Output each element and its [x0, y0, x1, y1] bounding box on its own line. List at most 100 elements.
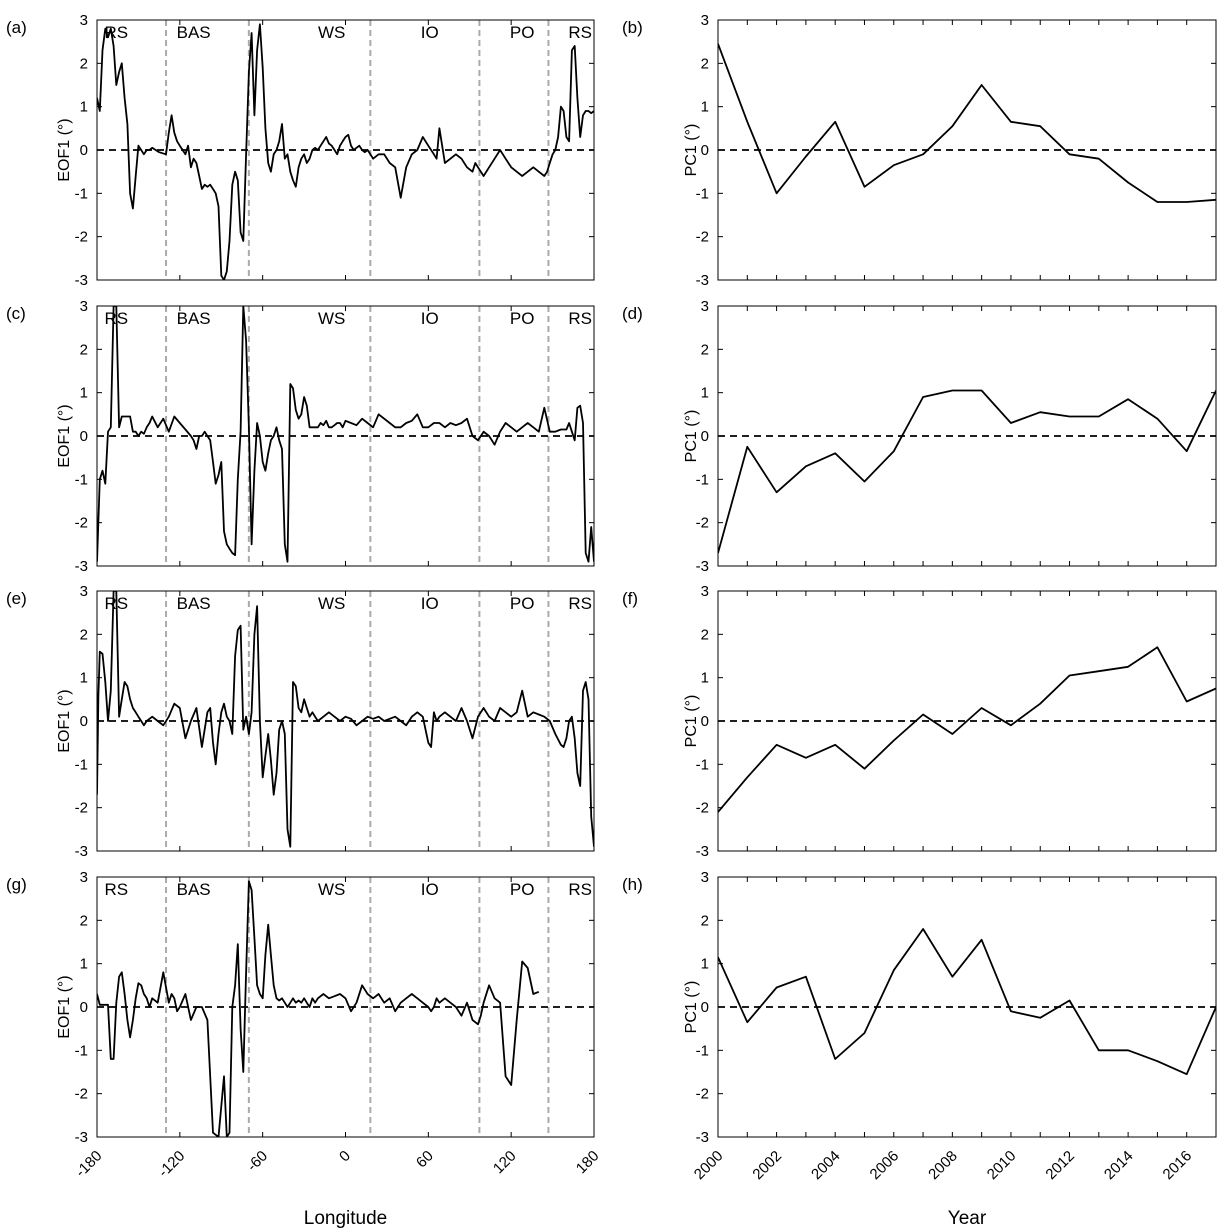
x-tick-label: 180	[573, 1147, 603, 1177]
y-tick-label: 2	[701, 912, 709, 929]
y-tick-label: -3	[696, 272, 709, 289]
y-axis-title: PC1 (°)	[683, 410, 700, 463]
series-line	[97, 306, 594, 563]
region-label: RS	[568, 594, 592, 613]
panel-e: -3 -2 -1 0 1 2 3 EOF1 (°) (e) RS BAS WS IO PO RS	[6, 583, 595, 860]
y-tick-label: 1	[80, 99, 88, 116]
x-tick-label: 0	[336, 1147, 354, 1165]
y-tick-label: -1	[75, 185, 88, 202]
y-tick-label: -3	[696, 558, 709, 575]
region-label: BAS	[177, 23, 211, 42]
x-tick-label: -60	[244, 1147, 271, 1174]
y-tick-label: -2	[75, 1086, 88, 1103]
y-tick-label: 1	[80, 956, 88, 973]
y-axis-title: PC1 (°)	[683, 695, 700, 748]
y-tick-label: 0	[701, 999, 709, 1016]
region-label: RS	[568, 880, 592, 899]
region-label: PO	[510, 309, 535, 328]
y-tick-label: 3	[701, 869, 709, 886]
series-line	[718, 646, 1216, 813]
y-tick-label: -2	[696, 1086, 709, 1103]
panel-a: -3 -2 -1 0 1 2 3 EOF1 (°) (a) RS BAS WS IO PO RS	[6, 12, 595, 289]
region-label: WS	[318, 23, 345, 42]
region-label: RS	[568, 309, 592, 328]
y-tick-label: 3	[80, 869, 88, 886]
region-label: IO	[421, 309, 439, 328]
x-tick-label: 120	[490, 1147, 520, 1177]
region-label: RS	[105, 309, 129, 328]
x-tick-label: 2002	[749, 1147, 785, 1183]
panel-h: -3 -2 -1 0 1 2 3 2000 2002 2004 2006 2008 2010 2012 20…	[622, 869, 1217, 1229]
y-tick-label: -3	[75, 272, 88, 289]
panel-label: (e)	[6, 589, 27, 608]
y-tick-label: 3	[80, 298, 88, 315]
x-tick-label: 2008	[925, 1147, 961, 1183]
y-tick-label: -1	[696, 471, 709, 488]
x-tick-label: 2000	[691, 1147, 727, 1183]
y-axis-title: EOF1 (°)	[56, 689, 73, 752]
panel-g: -3 -2 -1 0 1 2 3 -180 -120 -60 0 60 120 180 EOF1 (°) Lo…	[6, 869, 602, 1229]
series-line	[718, 43, 1216, 203]
region-label: PO	[510, 23, 535, 42]
panel-c: -3 -2 -1 0 1 2 3 EOF1 (°) (c) RS BAS WS IO PO RS	[6, 298, 595, 575]
y-tick-label: -2	[75, 229, 88, 246]
x-tick-label: 2004	[808, 1147, 844, 1183]
y-tick-label: 3	[701, 298, 709, 315]
x-tick-label: 2014	[1101, 1147, 1137, 1183]
y-tick-label: -3	[75, 558, 88, 575]
x-axis-title: Longitude	[304, 1208, 387, 1229]
region-label: PO	[510, 594, 535, 613]
y-tick-label: -1	[696, 1042, 709, 1059]
y-tick-label: -1	[75, 756, 88, 773]
x-tick-label: 2012	[1042, 1147, 1078, 1183]
y-axis-title: PC1 (°)	[683, 981, 700, 1034]
series-line	[97, 880, 540, 1137]
y-tick-label: -1	[696, 185, 709, 202]
region-label: BAS	[177, 594, 211, 613]
y-tick-label: 1	[701, 99, 709, 116]
region-label: WS	[318, 309, 345, 328]
x-tick-label: 2006	[867, 1147, 903, 1183]
y-tick-label: 0	[701, 428, 709, 445]
y-tick-label: -1	[696, 756, 709, 773]
panel-f: -3 -2 -1 0 1 2 3 PC1 (°) (f)	[622, 583, 1217, 860]
y-tick-label: 1	[701, 670, 709, 687]
y-tick-label: 0	[80, 713, 88, 730]
y-tick-label: -2	[75, 800, 88, 817]
y-tick-label: 1	[701, 385, 709, 402]
y-tick-label: -3	[696, 843, 709, 860]
y-axis-title: EOF1 (°)	[56, 404, 73, 467]
region-label: RS	[105, 594, 129, 613]
y-tick-label: -2	[75, 515, 88, 532]
region-label: WS	[318, 594, 345, 613]
y-tick-label: 2	[80, 55, 88, 72]
y-tick-label: 0	[701, 142, 709, 159]
y-tick-label: 0	[80, 428, 88, 445]
region-label: BAS	[177, 880, 211, 899]
series-line	[97, 23, 594, 280]
x-tick-label: 2010	[984, 1147, 1020, 1183]
series-line	[718, 928, 1216, 1076]
y-tick-label: 3	[80, 583, 88, 600]
x-tick-label: -120	[155, 1147, 188, 1180]
series-line	[97, 591, 594, 848]
y-tick-label: -3	[75, 1129, 88, 1146]
panel-label: (d)	[622, 304, 643, 323]
y-tick-label: 3	[701, 12, 709, 29]
y-tick-label: 1	[80, 385, 88, 402]
panel-label: (f)	[622, 589, 638, 608]
panel-label: (g)	[6, 875, 27, 894]
y-tick-label: 1	[80, 670, 88, 687]
y-tick-label: 2	[701, 626, 709, 643]
panel-b: -3 -2 -1 0 1 2 3 PC1 (°) (b)	[622, 12, 1217, 289]
panel-label: (h)	[622, 875, 643, 894]
region-label: RS	[568, 23, 592, 42]
y-tick-label: 0	[80, 999, 88, 1016]
y-tick-label: 3	[80, 12, 88, 29]
region-label: IO	[421, 23, 439, 42]
y-tick-label: 2	[80, 341, 88, 358]
region-label: PO	[510, 880, 535, 899]
y-tick-label: -1	[75, 471, 88, 488]
y-tick-label: 1	[701, 956, 709, 973]
y-tick-label: -1	[75, 1042, 88, 1059]
